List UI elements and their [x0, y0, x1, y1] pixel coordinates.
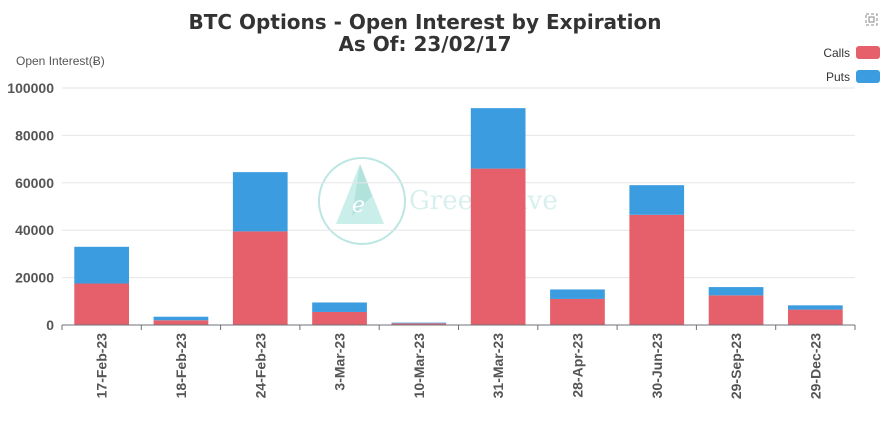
bar-calls-10-mar-23[interactable]: [391, 323, 447, 325]
bar-puts-3-mar-23[interactable]: [312, 302, 367, 312]
y-tick-label: 80000: [15, 127, 54, 143]
x-tick-label: 30-Jun-23: [649, 333, 665, 399]
x-tick-label: 17-Feb-23: [94, 333, 110, 399]
x-tick-label: 29-Sep-23: [728, 333, 744, 399]
legend-label: Calls: [823, 46, 850, 60]
bar-puts-17-feb-23[interactable]: [74, 246, 130, 284]
legend-swatch: [856, 46, 880, 59]
bar-puts-28-apr-23[interactable]: [550, 289, 605, 299]
y-tick-label: 0: [46, 317, 54, 333]
x-tick-label: 10-Mar-23: [411, 333, 427, 399]
legend-label: Puts: [826, 70, 850, 84]
bar-puts-29-dec-23[interactable]: [787, 305, 843, 310]
x-tick-label: 28-Apr-23: [569, 333, 585, 398]
y-tick-label: 60000: [15, 175, 54, 191]
legend-item-puts[interactable]: Puts: [826, 70, 880, 84]
y-tick-label: 20000: [15, 270, 54, 286]
bar-calls-31-mar-23[interactable]: [470, 168, 526, 325]
bar-calls-28-apr-23[interactable]: [550, 298, 605, 325]
bar-puts-10-mar-23[interactable]: [391, 322, 447, 324]
y-tick-label: 100000: [7, 80, 54, 96]
bar-calls-29-dec-23[interactable]: [787, 309, 843, 325]
x-tick-label: 18-Feb-23: [173, 333, 189, 399]
restore-icon[interactable]: [865, 13, 878, 26]
bar-calls-30-jun-23[interactable]: [629, 214, 685, 325]
chart-title: BTC Options - Open Interest by Expiratio…: [189, 10, 662, 34]
chart-subtitle: As Of: 23/02/17: [338, 32, 511, 56]
bar-calls-24-feb-23[interactable]: [232, 231, 288, 325]
x-tick-label: 29-Dec-23: [807, 333, 823, 399]
bar-calls-17-feb-23[interactable]: [74, 283, 130, 325]
y-axis-label: Open Interest(Ƀ): [16, 54, 105, 68]
x-tick-label: 24-Feb-23: [252, 333, 268, 399]
legend-item-calls[interactable]: Calls: [823, 46, 880, 60]
bar-puts-31-mar-23[interactable]: [470, 108, 526, 169]
y-tick-label: 40000: [15, 222, 54, 238]
x-tick-label: 31-Mar-23: [490, 333, 506, 399]
bar-calls-3-mar-23[interactable]: [312, 311, 367, 325]
svg-text:e: e: [352, 193, 365, 218]
x-tick-label: 3-Mar-23: [332, 333, 348, 391]
bar-puts-29-sep-23[interactable]: [708, 287, 764, 296]
bar-puts-24-feb-23[interactable]: [232, 172, 288, 232]
bar-calls-29-sep-23[interactable]: [708, 295, 764, 325]
bar-puts-30-jun-23[interactable]: [629, 185, 685, 215]
bar-puts-18-feb-23[interactable]: [153, 316, 209, 321]
bar-calls-18-feb-23[interactable]: [153, 320, 209, 325]
legend-swatch: [856, 70, 880, 83]
